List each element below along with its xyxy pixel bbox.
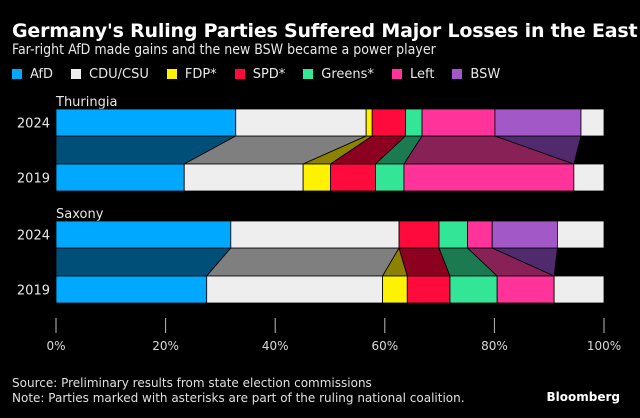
legend-label: Greens* xyxy=(321,66,374,82)
bar-thuringia-2019-fdp xyxy=(302,163,331,192)
bar-thuringia-2019-greens xyxy=(375,163,405,192)
year-label: 2024 xyxy=(17,229,50,244)
bar-thuringia-2019-left xyxy=(403,163,575,192)
chart-subtitle: Far-right AfD made gains and the new BSW… xyxy=(12,42,436,58)
x-tick-label: 60% xyxy=(371,339,398,353)
legend-label: CDU/CSU xyxy=(89,66,149,82)
legend-swatch xyxy=(303,69,314,79)
bar-thuringia-2019-spd xyxy=(330,163,376,192)
footer: Source: Preliminary results from state e… xyxy=(12,376,465,406)
bar-saxony-2019-left xyxy=(496,275,555,304)
bar-thuringia-2024-other xyxy=(580,108,605,137)
bar-thuringia-2024-spd xyxy=(371,108,407,137)
bar-thuringia-2019-cdu-csu xyxy=(183,163,304,192)
bar-thuringia-2019-other xyxy=(573,163,605,192)
bar-thuringia-2024-afd xyxy=(55,108,237,137)
legend-swatch xyxy=(452,69,463,79)
year-label: 2019 xyxy=(17,172,50,187)
bar-thuringia-2024-left xyxy=(421,108,496,137)
bar-saxony-2024-spd xyxy=(398,220,440,249)
bar-thuringia-2024-greens xyxy=(405,108,423,137)
legend-label: Left xyxy=(409,66,435,82)
connector-cdu-csu xyxy=(205,247,400,277)
legend: AfD CDU/CSU FDP* SPD* Greens* Left BSW xyxy=(12,64,518,84)
bar-saxony-2019-cdu-csu xyxy=(206,275,384,304)
year-label: 2019 xyxy=(17,284,50,299)
legend-item-fdp: FDP* xyxy=(166,66,217,82)
x-tick-label: 0% xyxy=(46,339,65,353)
legend-swatch xyxy=(12,69,22,79)
legend-swatch xyxy=(234,69,245,79)
legend-label: AfD xyxy=(30,66,54,82)
bar-thuringia-2019-afd xyxy=(55,163,185,192)
bar-saxony-2019-afd xyxy=(55,275,208,304)
legend-label: SPD* xyxy=(252,66,286,82)
bar-saxony-2024-cdu-csu xyxy=(230,220,400,249)
legend-item-bsw: BSW xyxy=(452,67,500,82)
legend-swatch xyxy=(166,69,177,79)
legend-item-afd: AfD xyxy=(12,67,53,82)
legend-swatch xyxy=(71,69,82,79)
x-tick-label: 40% xyxy=(262,339,289,353)
source-note: Source: Preliminary results from state e… xyxy=(12,376,372,390)
group-label-saxony: Saxony xyxy=(56,207,104,222)
year-label: 2024 xyxy=(17,117,50,132)
coalition-note: Note: Parties marked with asterisks are … xyxy=(12,391,465,405)
legend-label: FDP* xyxy=(184,66,217,82)
legend-item-left: Left xyxy=(391,66,435,82)
bar-saxony-2019-greens xyxy=(449,275,498,304)
bar-thuringia-2024-cdu-csu xyxy=(235,108,367,137)
connector-afd xyxy=(55,247,232,277)
x-tick-label: 20% xyxy=(152,339,179,353)
bar-saxony-2019-fdp xyxy=(382,275,408,304)
bloomberg-logo: Bloomberg xyxy=(546,390,621,404)
bar-saxony-2024-greens xyxy=(438,220,468,249)
legend-item-cdu-csu: CDU/CSU xyxy=(71,67,149,82)
bar-saxony-2024-afd xyxy=(55,220,232,249)
bar-saxony-2024-bsw xyxy=(491,220,558,249)
legend-swatch xyxy=(391,69,402,79)
bar-thuringia-2024-bsw xyxy=(494,108,582,137)
bar-saxony-2024-other xyxy=(557,220,605,249)
legend-item-spd: SPD* xyxy=(234,66,286,82)
bar-saxony-2019-other xyxy=(553,275,605,304)
x-tick-label: 100% xyxy=(587,339,621,353)
chart-title: Germany's Ruling Parties Suffered Major … xyxy=(12,20,638,42)
x-tick-label: 80% xyxy=(481,339,508,353)
legend-label: BSW xyxy=(470,66,501,82)
bar-thuringia-2024-fdp xyxy=(365,108,373,137)
group-label-thuringia: Thuringia xyxy=(55,95,117,110)
bar-saxony-2019-spd xyxy=(406,275,451,304)
bar-saxony-2024-left xyxy=(467,220,493,249)
legend-item-greens: Greens* xyxy=(303,67,374,82)
